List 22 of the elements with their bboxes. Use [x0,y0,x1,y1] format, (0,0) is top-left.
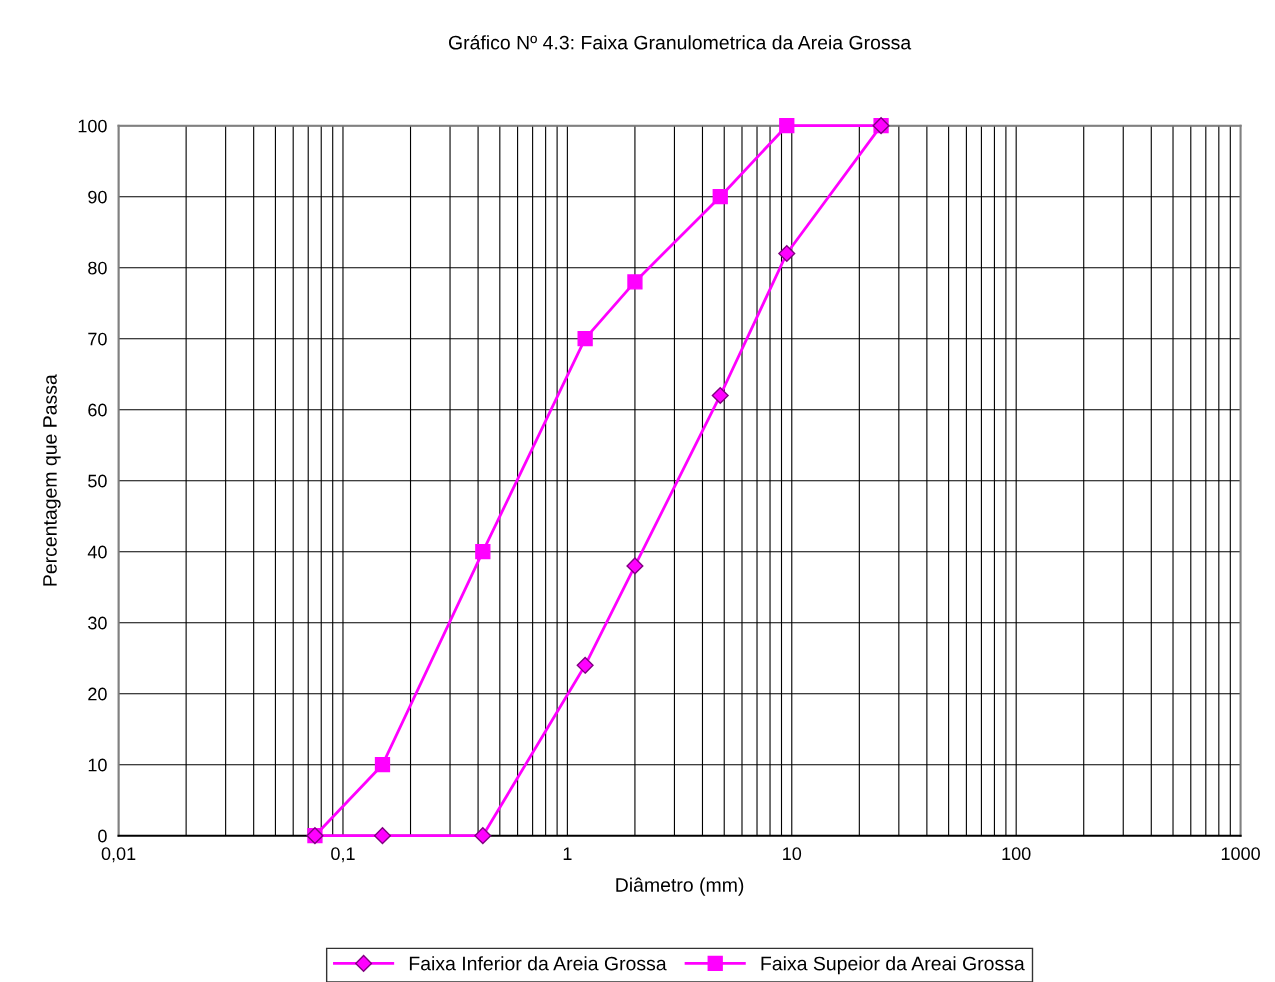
y-tick-label: 0 [98,829,107,843]
x-tick-label: 1 [563,847,572,860]
x-tick-label: 0,1 [331,847,355,863]
x-tick-label: 1000 [1221,847,1260,861]
legend-label: Faixa Inferior da Areia Grossa [409,956,667,971]
y-tick-label: 10 [88,758,107,772]
x-axis-title: Diâmetro (mm) [616,877,744,896]
y-tick-label: 30 [88,616,107,630]
x-tick-label: 10 [783,847,802,861]
x-tick-label: 100 [1002,847,1031,861]
y-tick-label: 100 [78,119,107,133]
y-tick-label: 60 [88,403,107,417]
y-tick-label: 50 [88,474,107,488]
legend-label: Faixa Supeior da Areai Grossa [761,956,1025,975]
y-tick-label: 40 [87,545,107,559]
y-axis-title: Percentagem que Passa [43,374,61,586]
x-tick-label: 0,01 [101,847,136,863]
y-tick-label: 70 [88,332,107,346]
chart-title: Gráfico Nº 4.3: Faixa Granulometrica da Areia Grossa [448,34,912,50]
y-tick-label: 20 [88,687,107,701]
y-tick-label: 80 [88,261,107,275]
y-tick-label: 90 [88,190,107,204]
